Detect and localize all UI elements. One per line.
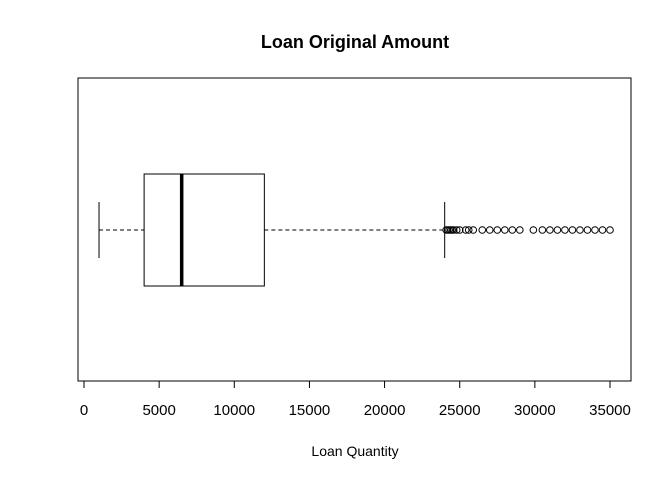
x-tick-label: 15000	[289, 402, 331, 419]
outlier-point	[591, 226, 599, 234]
outlier-point	[461, 226, 470, 234]
outlier-point	[516, 226, 524, 234]
box-plot	[98, 173, 446, 287]
x-axis: 0 5000 10000 15000 20000 25000 30000 35000	[80, 380, 631, 419]
outlier-point	[583, 226, 592, 234]
outlier-point	[469, 226, 478, 234]
outlier-point	[508, 226, 517, 234]
outlier-point	[538, 226, 547, 234]
outlier-point	[553, 226, 562, 234]
outlier-points	[442, 226, 614, 234]
x-tick-label: 0	[80, 402, 88, 419]
outlier-point	[452, 226, 461, 234]
outlier-point	[485, 226, 494, 234]
outlier-point	[598, 226, 607, 234]
x-tick-label: 35000	[589, 402, 631, 419]
outlier-point	[455, 226, 464, 234]
outlier-point	[529, 226, 538, 234]
outlier-point	[561, 226, 569, 234]
outlier-point	[464, 226, 473, 234]
outlier-point	[576, 226, 584, 234]
x-tick-label: 10000	[213, 402, 255, 419]
outlier-point	[546, 226, 554, 234]
outlier-point	[606, 226, 614, 234]
x-tick-label: 5000	[142, 402, 175, 419]
interquartile-box	[143, 173, 265, 287]
outlier-point	[493, 226, 502, 234]
x-tick-label: 30000	[514, 402, 556, 419]
outlier-point	[449, 226, 458, 234]
chart-title: Loan Original Amount	[261, 32, 449, 52]
outlier-point	[478, 226, 487, 234]
x-tick-label: 20000	[364, 402, 406, 419]
x-axis-label: Loan Quantity	[311, 443, 398, 459]
outlier-point	[501, 226, 509, 234]
x-tick-label: 25000	[439, 402, 481, 419]
outlier-point	[568, 226, 577, 234]
